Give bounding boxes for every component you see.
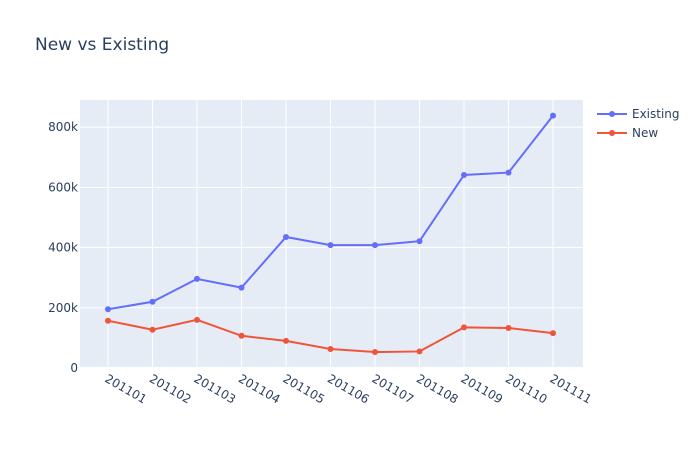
legend-marker-icon bbox=[609, 111, 615, 117]
x-tick-label: 201107 bbox=[370, 371, 417, 406]
data-point bbox=[327, 242, 334, 249]
data-point bbox=[149, 298, 156, 305]
data-point bbox=[105, 317, 111, 324]
data-point bbox=[505, 169, 512, 176]
data-point bbox=[194, 275, 200, 282]
data-point bbox=[550, 330, 556, 337]
y-tick-label: 400k bbox=[48, 241, 78, 255]
series-new bbox=[105, 316, 556, 356]
x-tick-label: 201110 bbox=[503, 371, 550, 406]
data-point bbox=[416, 348, 423, 355]
data-point bbox=[105, 306, 111, 313]
legend[interactable]: Existing New bbox=[597, 107, 680, 140]
chart-title: New vs Existing bbox=[35, 35, 169, 55]
data-point bbox=[372, 349, 378, 356]
y-tick-label: 800k bbox=[48, 120, 78, 134]
data-point bbox=[149, 326, 156, 333]
data-point bbox=[372, 242, 378, 249]
data-point bbox=[238, 332, 245, 339]
data-point bbox=[416, 238, 423, 245]
y-axis: 0 200k 400k 600k 800k bbox=[48, 120, 78, 375]
y-tick-label: 600k bbox=[48, 180, 78, 194]
x-tick-label: 201106 bbox=[325, 371, 372, 406]
legend-item-new[interactable]: New bbox=[597, 126, 658, 140]
x-tick-label: 201105 bbox=[281, 371, 328, 406]
x-tick-label: 201101 bbox=[103, 371, 150, 406]
legend-item-existing[interactable]: Existing bbox=[597, 107, 680, 121]
x-tick-label: 201103 bbox=[192, 371, 239, 406]
series-existing bbox=[105, 112, 556, 313]
x-tick-label: 201109 bbox=[459, 371, 506, 406]
data-point bbox=[194, 316, 200, 323]
legend-label: New bbox=[632, 126, 658, 140]
data-point bbox=[327, 346, 334, 353]
data-point bbox=[505, 324, 512, 331]
y-tick-label: 200k bbox=[48, 301, 78, 315]
x-tick-label: 201111 bbox=[548, 371, 595, 406]
series-group bbox=[105, 112, 556, 356]
data-point bbox=[283, 234, 289, 241]
legend-label: Existing bbox=[632, 107, 680, 121]
plot-area bbox=[80, 100, 583, 368]
x-axis: 2011012011022011032011042011052011062011… bbox=[103, 371, 595, 406]
data-point bbox=[461, 324, 467, 331]
x-tick-label: 201104 bbox=[236, 371, 283, 406]
data-point bbox=[550, 112, 556, 119]
y-tick-label: 0 bbox=[70, 361, 78, 375]
legend-marker-icon bbox=[609, 130, 615, 136]
data-point bbox=[461, 171, 467, 178]
data-point bbox=[283, 337, 289, 344]
x-tick-label: 201108 bbox=[414, 371, 461, 406]
x-tick-label: 201102 bbox=[147, 371, 194, 406]
data-point bbox=[238, 284, 245, 291]
